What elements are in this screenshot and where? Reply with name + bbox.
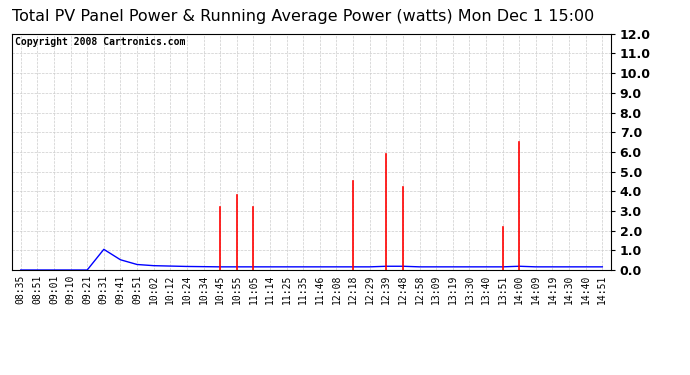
- Text: Total PV Panel Power & Running Average Power (watts) Mon Dec 1 15:00: Total PV Panel Power & Running Average P…: [12, 9, 595, 24]
- Text: Copyright 2008 Cartronics.com: Copyright 2008 Cartronics.com: [15, 37, 186, 47]
